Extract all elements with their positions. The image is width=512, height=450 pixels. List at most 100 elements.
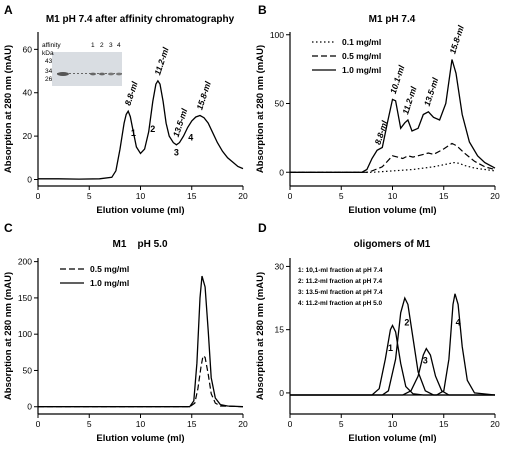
panel-d-series-4 (290, 293, 496, 396)
chart-b: 0 5 10 15 20 0 50 100 Elution volume (ml) Absorpt… (255, 24, 500, 216)
panel-b-x-tick-label: 10 (388, 191, 398, 201)
panel-b-series-3 (290, 59, 496, 173)
panel-d-y-tick-label: 30 (275, 261, 285, 271)
gel-band-affinity (57, 72, 69, 76)
panel-c-x-tick-label: 10 (136, 419, 146, 429)
panel-d-y-tick-label: 15 (275, 325, 285, 335)
panel-d-x-tick-label: 0 (288, 419, 293, 429)
panel-c-legend-label: 0.5 mg/ml (90, 264, 129, 274)
panel-c-y-axis-title: Absorption at 280 nm (mAU) (3, 272, 14, 400)
panel-d-y-axis-title: Absorption at 280 nm (mAU) (255, 272, 266, 400)
panel-d-x-tick-label: 10 (388, 419, 398, 429)
panel-c-y-tick-label: 50 (23, 365, 33, 375)
panel-c-x-tick-label: 0 (36, 419, 41, 429)
panel-a-y-tick-label: 60 (23, 44, 33, 54)
panel-d-x-tick-label: 5 (339, 419, 344, 429)
panel-d-x-tick-label: 20 (490, 419, 500, 429)
panel-b-peak-label: 13.5-ml (422, 76, 441, 108)
panel-b-peak-label: 11.2-ml (400, 85, 419, 116)
panel-d-peak-number: 2 (404, 317, 409, 327)
gel-header-lane-2: 2 (100, 42, 104, 49)
panel-c-series-2 (38, 275, 244, 408)
panel-a-x-axis-title: Elution volume (ml) (96, 205, 184, 216)
panel-d-legend-label: 3: 13.5-ml fraction at pH 7.4 (298, 289, 383, 296)
panel-b-x-tick-label: 5 (339, 191, 344, 201)
panel-b-y-tick-label: 0 (279, 167, 284, 177)
panel-b-legend-label: 0.1 mg/ml (342, 37, 381, 47)
gel-header-lane-4: 4 (117, 42, 121, 49)
gel-inset: affinity 1 2 3 4 kDa 43 34 26 (42, 42, 122, 86)
gel-unit: kDa (42, 50, 54, 57)
panel-d-peak-number: 3 (423, 355, 428, 365)
panel-c-x-tick-label: 15 (187, 419, 197, 429)
panel-c-title: M1 pH 5.0 (112, 239, 167, 250)
panel-letter-a: A (4, 3, 13, 17)
panel-b-x-axis-title: Elution volume (ml) (348, 205, 436, 216)
panel-b-peak-label: 15.8-ml (447, 24, 466, 56)
panel-letter-b: B (258, 3, 267, 17)
chart-a: 0 5 10 15 20 0 20 40 60 Elution volume (ml) Absorp… (3, 32, 248, 216)
panel-d-title: oligomers of M1 (354, 239, 431, 250)
panel-a-title: M1 pH 7.4 after affinity chromatography (46, 14, 235, 25)
panel-a-x-tick-label: 5 (87, 191, 92, 201)
panel-d-legend-label: 2: 11.2-ml fraction at pH 7.4 (298, 278, 383, 285)
panel-c-x-tick-label: 5 (87, 419, 92, 429)
panel-b-peak-label: 10.1-ml (388, 63, 407, 95)
panel-d-y-tick-label: 0 (279, 388, 284, 398)
panel-b-y-tick-label: 100 (270, 30, 284, 40)
panel-a-peak-number: 1 (131, 128, 136, 138)
panel-c-legend-label: 1.0 mg/ml (90, 278, 129, 288)
gel-band-lane-2 (99, 72, 105, 76)
panel-b-x-tick-label: 0 (288, 191, 293, 201)
panel-b-x-tick-label: 20 (490, 191, 500, 201)
panel-d-series-1 (290, 324, 495, 396)
gel-marker-26: 26 (45, 76, 53, 83)
panel-b-peak-label: 8.8-ml (373, 119, 390, 146)
panel-b-series-2 (290, 142, 496, 173)
panel-a-peak-number: 3 (174, 148, 179, 158)
panel-d-x-tick-label: 15 (439, 419, 449, 429)
panel-a-y-tick-label: 0 (27, 174, 32, 184)
panel-c-y-tick-label: 100 (18, 329, 32, 339)
panel-b-legend-label: 1.0 mg/ml (342, 65, 381, 75)
gel-band-lane-3 (108, 72, 114, 76)
panel-a-y-tick-label: 40 (23, 88, 33, 98)
panel-a-peak-number: 4 (188, 132, 193, 142)
panel-d-series-3 (290, 347, 495, 396)
panel-b-title: M1 pH 7.4 (369, 14, 416, 25)
panel-letter-c: C (4, 221, 13, 235)
chart-d: 0 5 10 15 20 0 15 30 Elution volume (ml) Absorpti… (255, 258, 500, 444)
panel-a-peak-label: 13.5-ml (171, 107, 190, 139)
panel-d-peak-number: 1 (388, 343, 393, 353)
gel-marker-34: 34 (45, 68, 53, 75)
panel-d-legend-label: 4: 11.2-ml fraction at pH 5.0 (298, 300, 383, 307)
panel-a-peak-label: 15.8-ml (194, 80, 213, 112)
panel-c-x-tick-label: 20 (238, 419, 248, 429)
panel-b-x-tick-label: 15 (439, 191, 449, 201)
panel-a-peak-label: 8.8-ml (123, 80, 140, 107)
gel-header-affinity: affinity (42, 42, 61, 49)
gel-marker-43: 43 (45, 58, 53, 65)
panel-a-y-axis-title: Absorption at 280 nm (mAU) (3, 45, 14, 173)
gel-header-lane-1: 1 (91, 42, 95, 49)
panel-a-series-1 (38, 79, 244, 180)
panel-c-series-1 (38, 354, 244, 408)
panel-b-y-tick-label: 50 (275, 99, 285, 109)
panel-a-x-tick-label: 10 (136, 191, 146, 201)
gel-band-lane-4 (116, 72, 122, 76)
panel-b-legend-label: 0.5 mg/ml (342, 51, 381, 61)
panel-c-y-tick-label: 200 (18, 257, 32, 267)
panel-d-x-axis-title: Elution volume (ml) (348, 433, 436, 444)
gel-background (52, 52, 122, 86)
panel-a-peak-number: 2 (150, 124, 155, 134)
panel-a-peak-label: 11.2-ml (152, 45, 171, 76)
panel-letter-d: D (258, 221, 267, 235)
panel-d-legend-label: 1: 10,1-ml fraction at pH 7.4 (298, 267, 383, 274)
panel-a-x-tick-label: 15 (187, 191, 197, 201)
panel-d-series-2 (290, 296, 495, 396)
panel-c-x-axis-title: Elution volume (ml) (96, 433, 184, 444)
panel-c-y-tick-label: 150 (18, 293, 32, 303)
panel-a-x-tick-label: 0 (36, 191, 41, 201)
